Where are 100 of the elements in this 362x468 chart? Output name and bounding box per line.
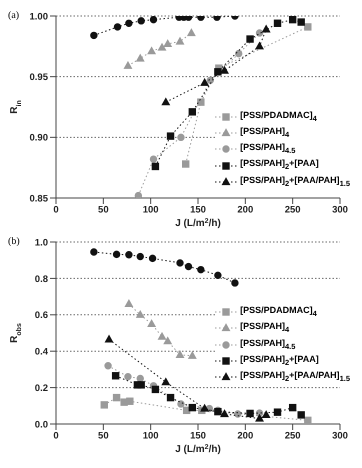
point [148,320,156,327]
legend-label: [PSS/PDADMAC]$_{4}$ [240,304,317,320]
y-tick-label: 0.95 [30,72,49,84]
point [158,332,166,340]
x-tick-label: 100 [142,204,159,216]
point [274,408,282,416]
x-tick-label: 100 [142,430,159,442]
point [220,410,229,418]
y-tick-label: 0.2 [34,382,48,394]
point [184,262,192,270]
legend-label: [PSS/PDADMAC]$_{4}$ [240,108,317,124]
point [150,155,158,163]
point [197,266,205,274]
point [148,254,156,262]
y-tick-label: 0.0 [34,419,48,430]
point [112,250,120,258]
point [262,25,270,32]
y-tick-label: 0.4 [34,346,49,358]
point [100,401,108,409]
x-tick-label: 50 [98,430,109,442]
point [104,335,114,342]
point [148,46,156,54]
point [187,28,196,36]
x-tick-label: 250 [284,430,301,442]
legend-label: [PSS/PAH]$_{2}$+[PAA] [240,157,319,174]
point [158,43,166,51]
point [288,16,296,24]
point [200,404,209,412]
y-tick-label: 0.85 [30,193,49,204]
point [176,37,184,45]
point [214,68,222,76]
point [297,18,305,26]
point [304,23,312,31]
y-tick-label: 0.8 [34,274,48,285]
chart-title: (a) [8,10,20,21]
point [188,351,196,359]
point [246,410,254,418]
point [90,32,98,40]
point [112,394,120,402]
point [152,386,160,394]
point [124,300,133,307]
point [166,132,174,140]
point [152,162,160,170]
x-tick-label: 150 [190,430,206,442]
point [235,50,242,58]
point [90,248,98,256]
legend-label: [PSS/PAH]$_{4.5}$ [240,141,296,157]
legend-label: [PSS/PAH]$_{2}$+[PAA/PAH]$_{1.5}$ [240,174,350,190]
x-tick-label: 150 [190,204,206,216]
point [188,108,196,116]
x-tick-label: 300 [332,204,348,216]
point [150,16,158,24]
x-tick-label: 0 [53,204,59,216]
point [162,98,170,106]
x-tick-label: 250 [284,204,301,216]
point [136,310,144,318]
legend-label: [PSS/PAH]$_{2}$+[PAA/PAH]$_{1.5}$ [240,369,350,385]
point [164,336,172,344]
point [112,372,120,380]
point [166,394,174,402]
point [255,42,264,50]
point [124,372,132,380]
x-tick-label: 0 [53,430,59,442]
y-tick-label: 1.00 [30,11,48,22]
point [262,410,270,418]
x-tick-label: 200 [237,204,254,216]
x-tick-label: 300 [332,430,348,442]
point [125,20,133,27]
point [297,411,305,419]
point [182,160,190,168]
point [104,362,112,370]
point [176,259,184,267]
point [125,251,133,258]
legend-label: [PSS/PAH]$_{4.5}$ [240,336,296,352]
x-tick-label: 200 [237,430,254,442]
x-axis-title: J (L/m$^{2}$/h) [175,444,221,455]
point [134,192,142,198]
point [274,20,282,27]
point [288,404,296,412]
point [188,404,196,412]
x-tick-label: 50 [98,204,109,216]
point [304,416,312,424]
point [177,134,185,142]
point [126,398,134,405]
point [114,23,122,31]
legend-label: [PSS/PAH]$_{4}$ [240,320,290,336]
point [200,78,209,86]
point [176,350,184,358]
point [255,414,264,422]
point [136,54,144,62]
point [214,272,222,280]
chart-title: (b) [8,236,20,247]
y-tick-label: 0.90 [30,132,48,144]
point [164,40,172,48]
point [197,98,205,106]
x-axis-title: J (L/m$^{2}$/h) [175,218,221,229]
point [162,378,170,386]
point [138,17,145,25]
point [177,400,185,408]
point [136,252,144,260]
